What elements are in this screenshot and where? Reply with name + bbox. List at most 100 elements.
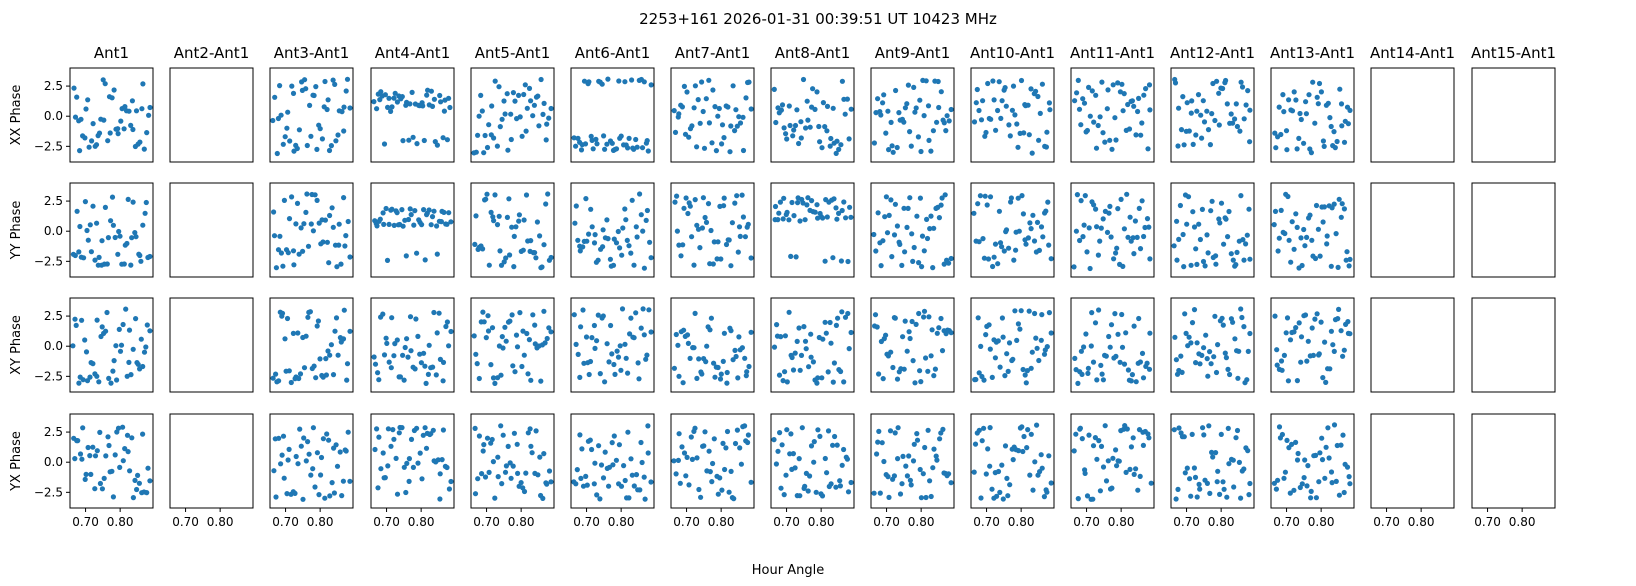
data-point [389,315,395,321]
data-point [1298,235,1304,241]
data-point [401,464,407,470]
data-point [325,348,331,354]
data-point [807,473,813,479]
data-point [412,366,418,372]
data-point [902,249,908,255]
data-point [795,200,801,206]
data-point [610,462,616,468]
panel-frame [169,297,254,393]
data-point [510,90,516,96]
data-point [646,307,652,313]
data-point [400,138,406,144]
data-point [99,486,105,492]
data-point [748,329,754,335]
data-point [883,130,889,136]
data-point [498,423,504,429]
data-point [899,481,905,487]
data-point [386,359,392,365]
data-point [1020,448,1026,455]
data-point [615,228,621,235]
x-tick-label: 0.80 [808,515,835,529]
data-point [897,241,903,247]
data-point [1280,92,1286,98]
data-point [881,458,887,465]
data-point [928,213,934,219]
data-point [874,324,880,330]
data-point [429,103,436,109]
data-point [1075,380,1081,386]
data-point [634,234,640,240]
data-point [1272,313,1278,319]
data-point [877,490,883,496]
data-point [721,203,727,209]
data-point [681,83,688,89]
data-point [314,146,320,152]
data-point [1322,475,1328,481]
data-point [446,95,452,101]
data-point [723,241,730,248]
data-point [1013,247,1019,253]
data-point [394,99,400,105]
data-point [926,314,932,320]
data-point [1328,123,1334,130]
data-point [842,314,849,320]
data-point [634,144,640,150]
data-point [1144,216,1151,222]
data-point [1086,84,1092,90]
data-point [917,466,923,473]
data-point [644,352,650,358]
data-point [589,224,595,230]
data-point [508,136,514,143]
data-point [890,364,896,371]
data-point [997,489,1003,495]
data-point [1033,335,1039,341]
data-point [1147,256,1153,262]
data-point [303,86,309,92]
data-point [1305,338,1311,344]
data-point [293,453,299,460]
data-point [1347,107,1353,113]
panel-frame [1270,297,1355,393]
data-point [687,355,693,361]
panel-frame [370,297,455,393]
data-point [322,217,328,223]
data-point [483,335,489,341]
data-point [1284,315,1291,321]
data-point [294,145,300,152]
data-point [982,193,988,199]
data-point [880,376,886,382]
data-point [1025,235,1031,241]
data-point [324,239,330,245]
data-point [1238,193,1244,199]
data-point [386,95,392,101]
data-point [1213,450,1219,456]
data-point [75,438,81,444]
data-point [138,258,144,264]
data-point [1284,147,1290,153]
y-tick-label: 2.5 [44,194,63,208]
data-point [1191,465,1197,471]
data-point [612,371,618,377]
data-point [82,135,88,141]
data-point [410,134,416,140]
data-point [528,238,534,244]
data-point [594,338,600,344]
data-point [832,433,838,440]
data-point [1334,138,1340,145]
data-point [297,426,303,432]
data-point [479,471,485,477]
data-point [906,453,912,459]
data-point [1181,264,1187,270]
data-point [892,315,898,321]
data-point [882,214,888,220]
data-point [921,314,927,320]
data-point [804,202,810,208]
data-point [1177,202,1183,209]
data-point [825,369,831,375]
data-point [999,98,1005,104]
data-point [586,79,592,85]
data-point [622,341,628,347]
data-point [1032,310,1038,317]
data-point [415,460,421,466]
data-point [798,352,805,358]
